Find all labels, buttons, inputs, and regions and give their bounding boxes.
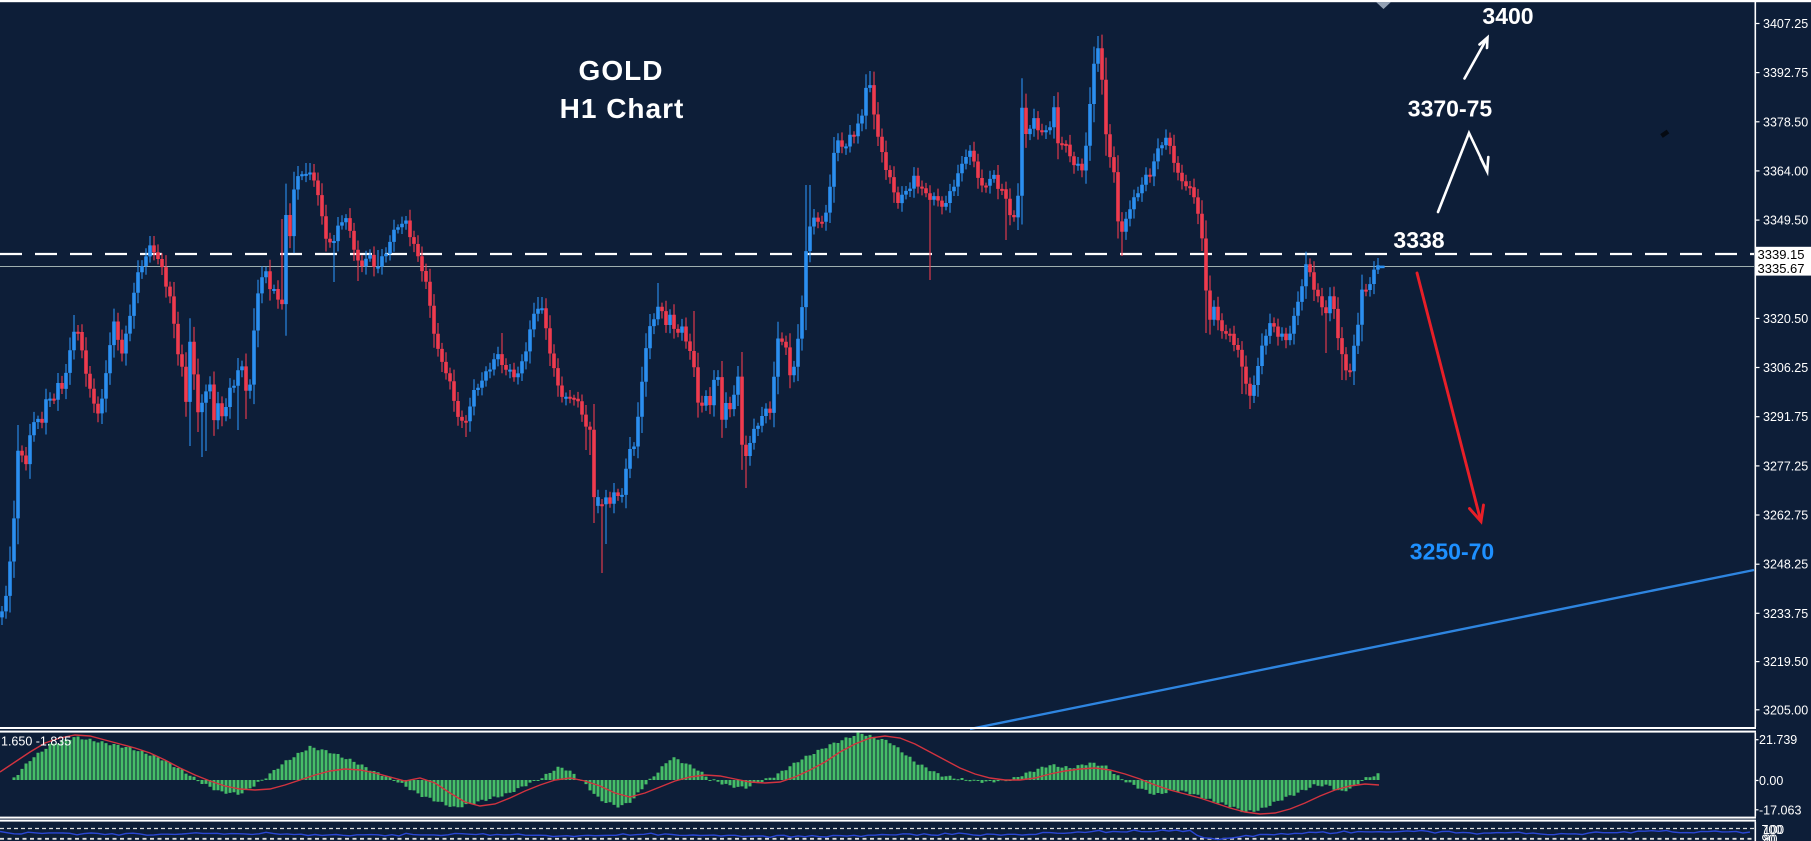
svg-text:3364.00: 3364.00	[1763, 164, 1808, 178]
svg-text:1.650 -1.835: 1.650 -1.835	[1, 735, 71, 749]
svg-text:GOLD: GOLD	[579, 55, 664, 86]
svg-text:3392.75: 3392.75	[1763, 66, 1808, 80]
svg-text:-17.063: -17.063	[1759, 803, 1801, 817]
svg-text:90: 90	[1762, 833, 1776, 841]
svg-text:3277.25: 3277.25	[1763, 459, 1808, 473]
svg-text:3205.00: 3205.00	[1763, 703, 1808, 717]
svg-text:21.739: 21.739	[1759, 733, 1797, 747]
svg-text:80: 80	[1764, 833, 1778, 841]
svg-text:3370-75: 3370-75	[1408, 96, 1493, 122]
svg-text:3349.50: 3349.50	[1763, 214, 1808, 228]
svg-text:3335.67: 3335.67	[1758, 261, 1805, 276]
svg-text:3219.50: 3219.50	[1763, 655, 1808, 669]
svg-text:3320.50: 3320.50	[1763, 312, 1808, 326]
svg-text:3233.75: 3233.75	[1763, 607, 1808, 621]
svg-text:3338: 3338	[1393, 227, 1444, 253]
svg-text:3378.50: 3378.50	[1763, 115, 1808, 129]
svg-text:3306.25: 3306.25	[1763, 361, 1808, 375]
svg-text:3407.25: 3407.25	[1763, 17, 1808, 31]
svg-text:3250-70: 3250-70	[1410, 539, 1494, 565]
svg-text:3400: 3400	[1482, 3, 1533, 29]
svg-text:3339.15: 3339.15	[1758, 247, 1805, 262]
svg-text:3291.75: 3291.75	[1763, 410, 1808, 424]
svg-text:3262.75: 3262.75	[1763, 509, 1808, 523]
svg-text:0.00: 0.00	[1759, 774, 1783, 788]
svg-text:700: 700	[1762, 823, 1783, 837]
svg-text:H1 Chart: H1 Chart	[560, 93, 685, 124]
svg-text:100: 100	[1763, 823, 1784, 837]
svg-text:3248.25: 3248.25	[1763, 558, 1808, 572]
